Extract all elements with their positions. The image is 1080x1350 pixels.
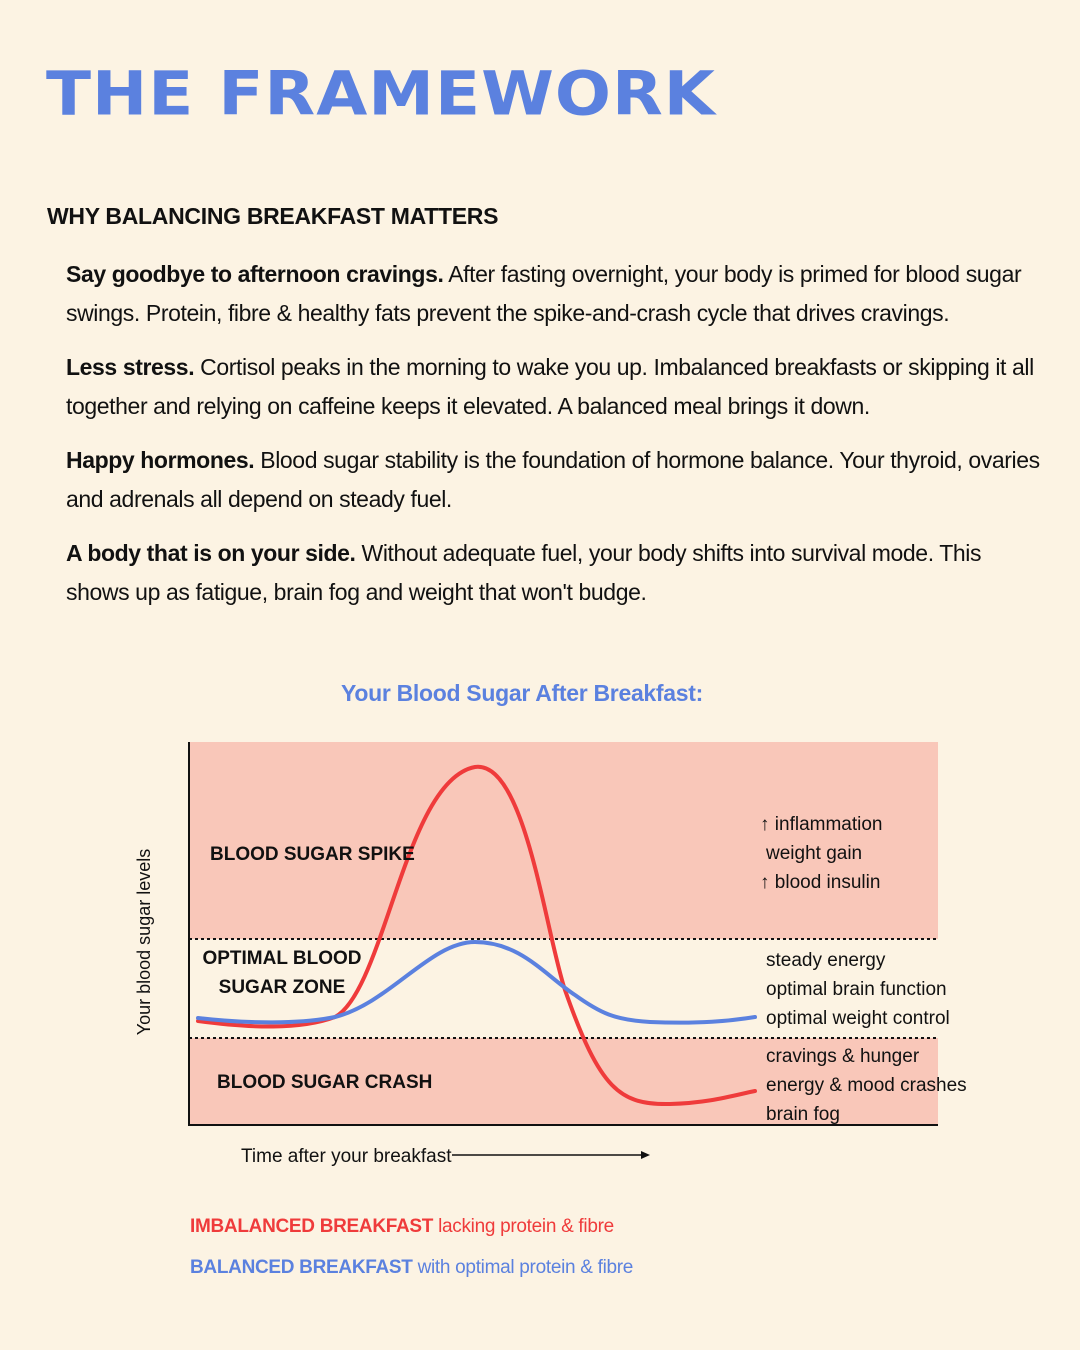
effect-steady-energy: steady energy [766, 950, 886, 971]
crash-zone [189, 1038, 938, 1125]
balanced-curve [196, 939, 757, 1025]
effect-inflammation: ↑ inflammation [760, 814, 883, 835]
effect-blood-insulin: ↑ blood insulin [760, 872, 880, 893]
zone-label-crash: BLOOD SUGAR CRASH [217, 1072, 432, 1093]
spike-zone [189, 742, 938, 939]
effect-mood-crashes: energy & mood crashes [766, 1075, 967, 1096]
zone-label-optimal-line2: SUGAR ZONE [219, 977, 346, 998]
benefit-item: Happy hormones. Blood sugar stability is… [66, 441, 1046, 519]
arrow-right-icon [452, 1151, 650, 1159]
effect-cravings: cravings & hunger [766, 1046, 920, 1067]
legend-balanced-label: BALANCED BREAKFAST [190, 1257, 413, 1278]
benefit-heading: Say goodbye to afternoon cravings. [66, 261, 444, 287]
legend-imbalanced-desc: lacking protein & fibre [433, 1216, 614, 1237]
zone-label-optimal-line1: OPTIMAL BLOOD [202, 948, 361, 969]
effect-weight-gain: weight gain [765, 843, 862, 864]
benefit-body: Blood sugar stability is the foundation … [66, 447, 1040, 512]
benefit-heading: A body that is on your side. [66, 540, 356, 566]
benefit-heading: Less stress. [66, 354, 195, 380]
legend-imbalanced-label: IMBALANCED BREAKFAST [190, 1216, 434, 1237]
benefit-item: A body that is on your side. Without ade… [66, 534, 1046, 612]
legend-balanced-desc: with optimal protein & fibre [412, 1257, 634, 1278]
benefit-body: Without adequate fuel, your body shifts … [66, 540, 982, 605]
y-axis-label: Your blood sugar levels [134, 849, 154, 1035]
effect-weight-control: optimal weight control [766, 1008, 950, 1029]
chart-title: Your Blood Sugar After Breakfast: [341, 680, 703, 706]
x-axis-label: Time after your breakfast [241, 1146, 452, 1167]
benefit-list: Say goodbye to afternoon cravings. After… [66, 255, 1046, 627]
benefit-body: After fasting overnight, your body is pr… [66, 261, 1022, 326]
benefit-body: Cortisol peaks in the morning to wake yo… [66, 354, 1034, 419]
legend-balanced: BALANCED BREAKFAST with optimal protein … [190, 1257, 633, 1279]
benefit-item: Say goodbye to afternoon cravings. After… [66, 255, 1046, 333]
section-subtitle: WHY BALANCING BREAKFAST MATTERS [47, 203, 499, 229]
zone-label-spike: BLOOD SUGAR SPIKE [210, 844, 415, 865]
effect-brain-function: optimal brain function [766, 979, 947, 1000]
page-title: THE FRAMEWORK [46, 58, 716, 130]
effect-brain-fog: brain fog [766, 1104, 840, 1125]
legend-imbalanced: IMBALANCED BREAKFAST lacking protein & f… [190, 1216, 614, 1238]
benefit-item: Less stress. Cortisol peaks in the morni… [66, 348, 1046, 426]
benefit-heading: Happy hormones. [66, 447, 255, 473]
